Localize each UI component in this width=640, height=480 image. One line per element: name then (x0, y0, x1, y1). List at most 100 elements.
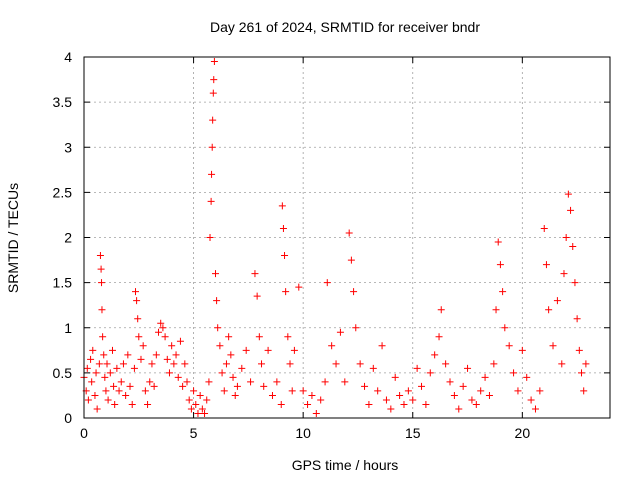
data-point (157, 319, 165, 327)
data-point (135, 333, 143, 341)
data-point (214, 324, 222, 332)
y-axis-label: SRMTID / TECUs (5, 183, 21, 293)
y-tick-label: 3.5 (53, 94, 73, 110)
data-point (115, 387, 123, 395)
data-point (106, 369, 114, 377)
y-tick-label: 1.5 (53, 275, 73, 291)
data-point (222, 360, 230, 368)
data-point (183, 378, 191, 386)
data-point (356, 360, 364, 368)
data-point (187, 405, 195, 413)
data-point (282, 288, 290, 296)
y-tick-label: 1 (64, 320, 72, 336)
data-point (492, 306, 500, 314)
data-point (176, 337, 184, 345)
data-point (284, 333, 292, 341)
y-tick-labels: 0 0.5 1 1.5 2 2.5 3 3.5 4 (53, 49, 73, 426)
data-point (124, 351, 132, 359)
data-point (100, 351, 108, 359)
data-point (238, 364, 246, 372)
data-point (113, 364, 121, 372)
data-point (308, 391, 316, 399)
data-point (89, 346, 97, 354)
data-point (185, 396, 193, 404)
data-point (218, 369, 226, 377)
data-point (387, 405, 395, 413)
data-point (279, 224, 287, 232)
data-point (571, 279, 579, 287)
y-tick-label: 4 (64, 49, 72, 65)
data-point (575, 346, 583, 354)
data-point (273, 378, 281, 386)
data-point (545, 306, 553, 314)
data-point (220, 387, 228, 395)
data-point (203, 396, 211, 404)
data-point (150, 382, 158, 390)
data-point (209, 89, 217, 97)
data-point (496, 261, 504, 269)
data-point (208, 170, 216, 178)
data-point (378, 342, 386, 350)
data-point (161, 333, 169, 341)
data-point (95, 360, 103, 368)
data-point (208, 143, 216, 151)
data-point (181, 360, 189, 368)
data-point (400, 400, 408, 408)
data-point (255, 333, 263, 341)
data-point (132, 288, 140, 296)
x-tick-label: 15 (405, 425, 421, 441)
data-point (450, 391, 458, 399)
data-point (281, 252, 289, 260)
data-point (361, 382, 369, 390)
x-axis-label: GPS time / hours (292, 457, 399, 473)
data-point (102, 387, 110, 395)
y-tick-label: 0 (64, 410, 72, 426)
data-point (560, 270, 568, 278)
y-tick-label: 0.5 (53, 365, 73, 381)
data-point (194, 409, 202, 417)
data-point (172, 351, 180, 359)
data-point (134, 315, 142, 323)
data-point (455, 405, 463, 413)
data-point (426, 369, 434, 377)
data-point (196, 391, 204, 399)
data-point (468, 396, 476, 404)
data-point (382, 396, 390, 404)
data-point (168, 342, 176, 350)
data-point (260, 382, 268, 390)
data-point (564, 190, 572, 198)
x-tick-label: 5 (190, 425, 198, 441)
data-point (490, 360, 498, 368)
data-point (288, 387, 296, 395)
data-points (80, 58, 590, 417)
data-point (391, 373, 399, 381)
data-point (365, 400, 373, 408)
data-point (435, 333, 443, 341)
data-point (446, 378, 454, 386)
data-point (190, 387, 198, 395)
data-point (264, 346, 272, 354)
data-point (133, 297, 141, 305)
chart-title: Day 261 of 2024, SRMTID for receiver bnd… (210, 19, 480, 35)
data-point (336, 328, 344, 336)
data-point (141, 387, 149, 395)
data-point (369, 364, 377, 372)
data-point (321, 378, 329, 386)
data-point (494, 238, 502, 246)
data-point (404, 387, 412, 395)
data-point (117, 378, 125, 386)
data-point (481, 373, 489, 381)
y-tick-label: 2.5 (53, 184, 73, 200)
data-point (179, 382, 187, 390)
data-point (558, 360, 566, 368)
data-point (146, 378, 154, 386)
x-tick-labels: 0 5 10 15 20 (80, 425, 530, 441)
data-point (247, 378, 255, 386)
data-point (295, 283, 303, 291)
data-point (251, 270, 259, 278)
data-point (562, 234, 570, 241)
data-point (93, 405, 101, 413)
data-point (553, 297, 561, 305)
data-point (531, 405, 539, 413)
data-point (170, 360, 178, 368)
